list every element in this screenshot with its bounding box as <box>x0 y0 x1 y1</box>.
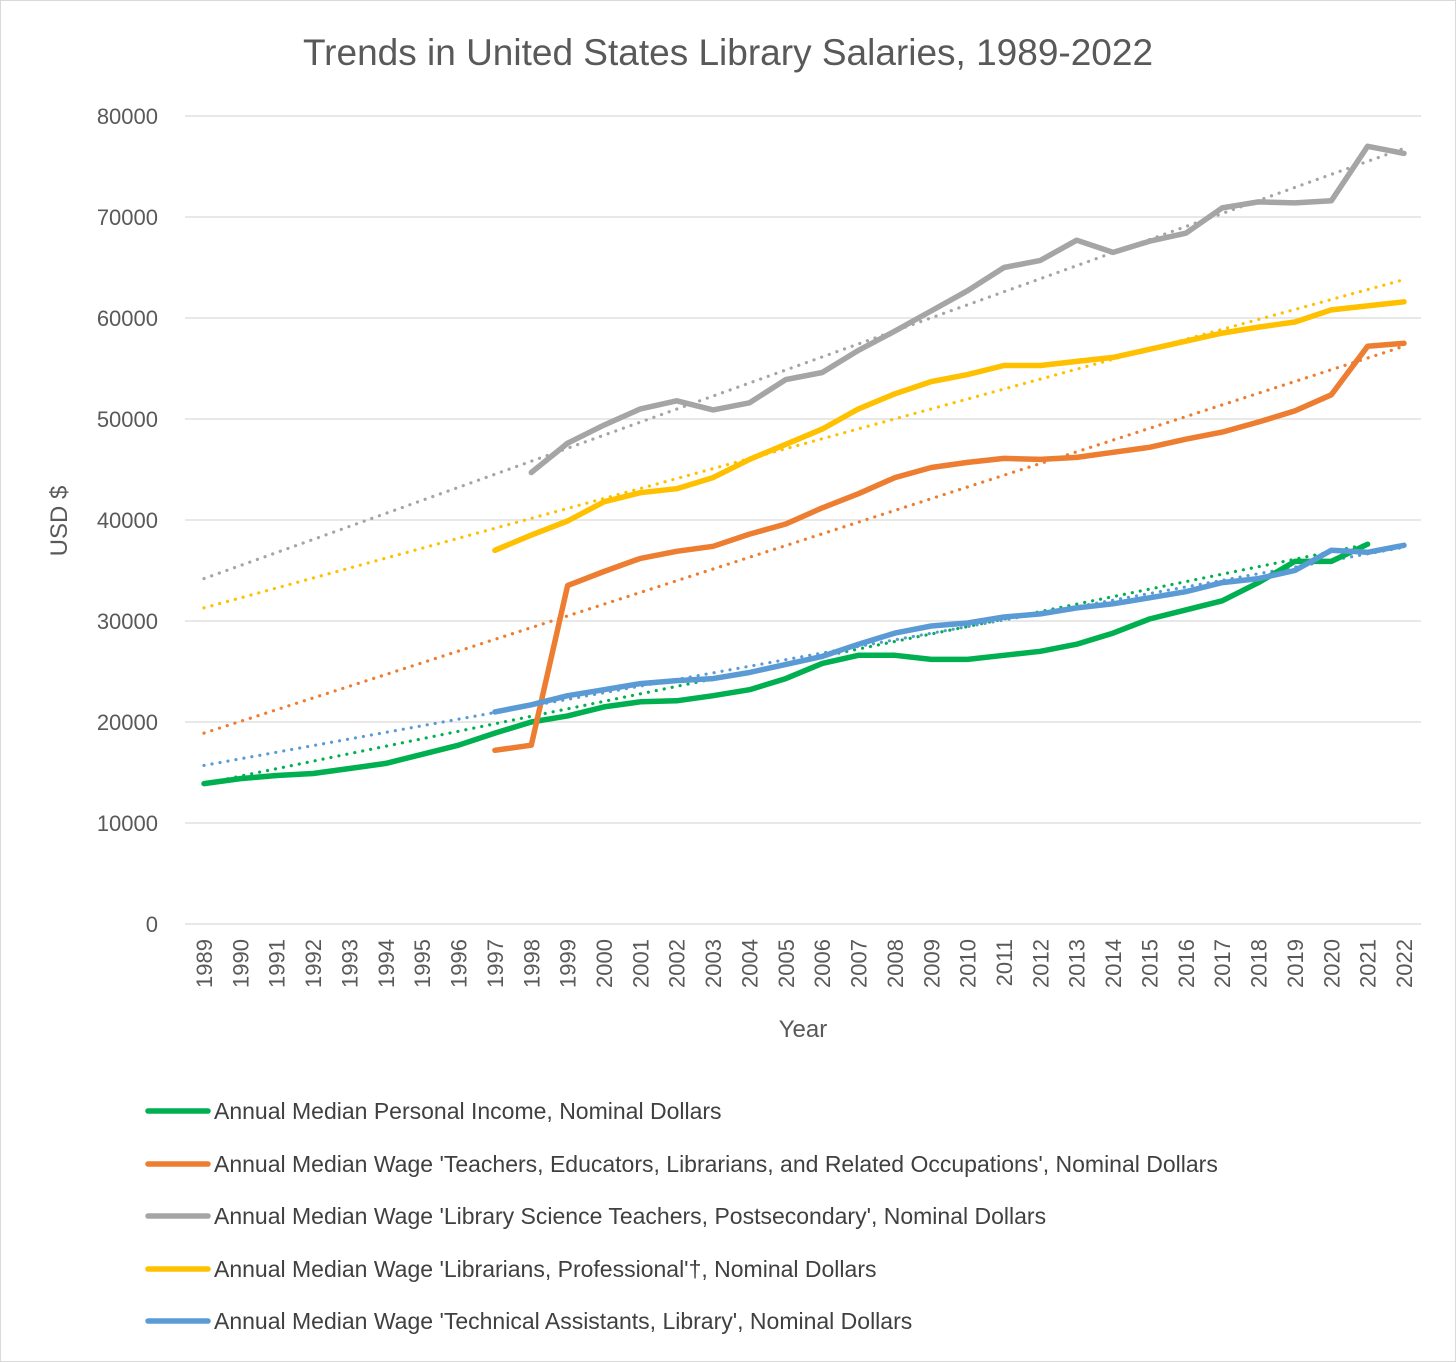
legend: Annual Median Personal Income, Nominal D… <box>145 1098 1218 1334</box>
trendline-2 <box>202 344 1406 735</box>
legend-item: Annual Median Wage 'Library Science Teac… <box>145 1203 1046 1229</box>
x-tick-label: 1999 <box>556 939 581 988</box>
x-tick-label: 1998 <box>519 939 544 988</box>
x-tick-label: 1996 <box>447 939 472 988</box>
legend-label: Annual Median Wage 'Teachers, Educators,… <box>214 1151 1218 1177</box>
legend-item: Annual Median Personal Income, Nominal D… <box>145 1098 722 1124</box>
x-tick-label: 2020 <box>1319 939 1344 988</box>
trendlines <box>202 146 1406 786</box>
y-axis-title: USD $ <box>46 486 73 557</box>
x-tick-label: 1995 <box>410 939 435 988</box>
y-tick-label: 30000 <box>97 609 158 634</box>
x-tick-label: 2001 <box>628 939 653 988</box>
legend-item: Annual Median Wage 'Technical Assistants… <box>145 1308 912 1334</box>
x-axis-ticks: 1989 1990 1991 1992 1993 1994 1995 1996 1997 1998… <box>192 939 1417 988</box>
y-tick-label: 50000 <box>97 407 158 432</box>
x-tick-label: 1994 <box>374 939 399 988</box>
x-tick-label: 2006 <box>810 939 835 988</box>
x-tick-label: 2005 <box>774 939 799 988</box>
y-tick-label: 80000 <box>97 104 158 129</box>
y-tick-label: 70000 <box>97 205 158 230</box>
x-tick-label: 2002 <box>665 939 690 988</box>
trendline-4 <box>202 278 1406 610</box>
y-tick-label: 0 <box>146 912 158 937</box>
x-tick-label: 2004 <box>737 939 762 988</box>
y-tick-label: 20000 <box>97 710 158 735</box>
legend-item: Annual Median Wage 'Teachers, Educators,… <box>145 1151 1218 1177</box>
legend-label: Annual Median Wage 'Technical Assistants… <box>214 1308 912 1334</box>
series-line-1 <box>201 541 1371 787</box>
x-tick-label: 2021 <box>1356 939 1381 988</box>
x-tick-label: 2016 <box>1174 939 1199 988</box>
x-tick-label: 2007 <box>847 939 872 988</box>
x-tick-label: 2011 <box>992 939 1017 986</box>
x-tick-label: 2014 <box>1101 939 1126 988</box>
y-tick-label: 40000 <box>97 508 158 533</box>
x-tick-label: 1992 <box>301 939 326 988</box>
series-line-3 <box>528 143 1407 476</box>
x-tick-label: 1990 <box>228 939 253 988</box>
x-tick-label: 2009 <box>919 939 944 988</box>
x-axis-title: Year <box>779 1016 828 1043</box>
series-line-5 <box>492 542 1407 715</box>
x-tick-label: 2008 <box>883 939 908 988</box>
legend-item: Annual Median Wage 'Librarians, Professi… <box>145 1256 876 1282</box>
x-tick-label: 2017 <box>1210 939 1235 988</box>
series-line-4 <box>492 299 1407 554</box>
x-tick-label: 1997 <box>483 939 508 988</box>
x-tick-label: 2018 <box>1247 939 1272 988</box>
x-tick-label: 1991 <box>265 939 290 988</box>
x-tick-label: 2003 <box>701 939 726 988</box>
x-tick-label: 2012 <box>1028 939 1053 988</box>
x-tick-label: 1989 <box>192 939 217 988</box>
x-tick-label: 2019 <box>1283 939 1308 988</box>
x-tick-label: 2013 <box>1065 939 1090 988</box>
x-tick-label: 2022 <box>1392 939 1417 988</box>
x-tick-label: 1993 <box>337 939 362 988</box>
x-tick-label: 2015 <box>1137 939 1162 988</box>
series-line-2 <box>492 340 1407 754</box>
y-tick-label: 60000 <box>97 306 158 331</box>
series-lines <box>201 143 1407 787</box>
legend-label: Annual Median Personal Income, Nominal D… <box>214 1098 722 1124</box>
gridlines <box>185 115 1421 925</box>
chart-title: Trends in United States Library Salaries… <box>303 32 1153 73</box>
x-tick-label: 2000 <box>592 939 617 988</box>
trendline-5 <box>202 545 1406 768</box>
y-tick-label: 10000 <box>97 811 158 836</box>
legend-label: Annual Median Wage 'Librarians, Professi… <box>214 1256 876 1282</box>
legend-label: Annual Median Wage 'Library Science Teac… <box>214 1203 1046 1229</box>
y-axis-ticks: 0 10000 20000 30000 40000 50000 60000 70000 8000… <box>97 104 158 937</box>
x-tick-label: 2010 <box>956 939 981 988</box>
